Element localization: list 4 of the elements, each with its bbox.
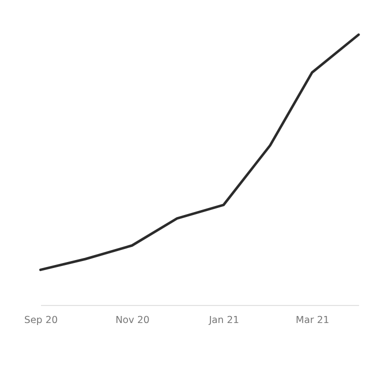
x-tick-label: Nov 20 xyxy=(115,314,150,326)
x-tick-label: Sep 20 xyxy=(24,314,58,326)
x-tick-label: Mar 21 xyxy=(296,314,330,326)
x-tick-label: Jan 21 xyxy=(208,314,240,326)
